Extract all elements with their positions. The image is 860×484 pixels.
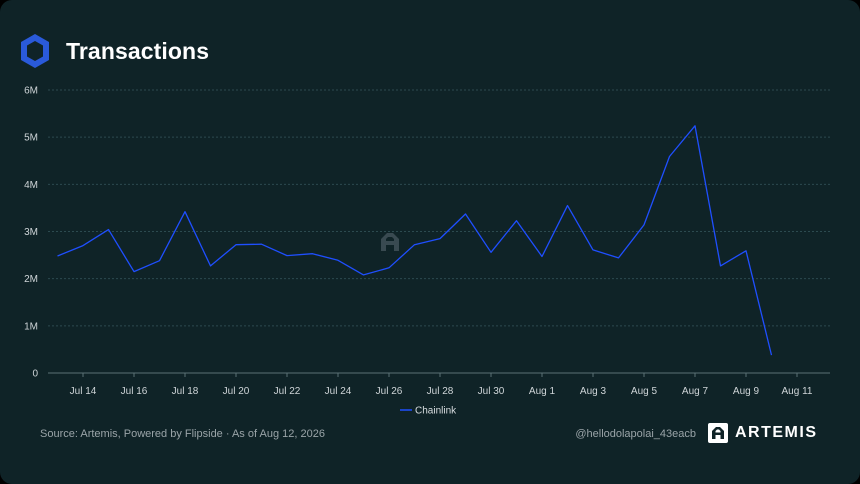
data-point[interactable] [233,242,239,248]
x-tick-label: Jul 24 [325,386,352,397]
page-title: Transactions [66,37,210,64]
x-tick-label: Jul 18 [172,386,199,397]
x-tick-label: Aug 5 [631,386,658,397]
data-point[interactable] [565,203,571,209]
data-point[interactable] [157,258,163,264]
data-point[interactable] [769,352,775,358]
data-point[interactable] [386,265,392,271]
chainlink-hexagon-icon [21,34,49,68]
data-point[interactable] [616,255,622,261]
series-layer [55,123,775,358]
x-tick-label: Jul 26 [376,386,403,397]
data-point[interactable] [743,248,749,254]
author-handle: @hellodolapolai_43eacb [575,428,696,440]
x-tick-label: Jul 16 [121,386,148,397]
data-point[interactable] [335,257,341,263]
data-point[interactable] [208,263,214,269]
data-point[interactable] [182,209,188,215]
series-line-chainlink[interactable] [57,125,773,356]
y-tick-label: 5M [24,133,38,144]
data-point[interactable] [488,249,494,255]
data-point[interactable] [437,236,443,242]
data-point[interactable] [361,272,367,278]
source-note: Source: Artemis, Powered by Flipside · A… [40,428,325,440]
y-axis-ticks: 0 1M 2M 3M 4M 5M 6M [24,86,38,380]
y-tick-label: 3M [24,227,38,238]
data-point[interactable] [131,269,137,275]
x-tick-label: Jul 22 [274,386,301,397]
y-tick-label: 6M [24,86,38,97]
legend[interactable]: Chainlink [400,406,457,417]
artemis-brand: ARTEMIS [708,423,818,443]
header: Transactions [18,32,209,70]
data-point[interactable] [80,243,86,249]
data-point[interactable] [310,251,316,257]
data-point[interactable] [55,253,61,259]
grid-layer [48,89,830,374]
x-tick-label: Aug 3 [580,386,607,397]
data-point[interactable] [106,227,112,233]
data-point[interactable] [259,241,265,247]
brand-name: ARTEMIS [735,424,818,441]
x-tick-label: Jul 28 [427,386,454,397]
y-tick-label: 4M [24,180,38,191]
watermark [381,233,399,251]
y-tick-label: 2M [24,274,38,285]
artemis-logo-icon [708,423,728,443]
data-point[interactable] [514,218,520,224]
data-point[interactable] [667,154,673,160]
y-tick-label: 1M [24,321,38,332]
data-point[interactable] [692,123,698,129]
x-axis-ticks: Jul 14 Jul 16 Jul 18 Jul 20 Jul 22 Jul 24 Jul … [70,373,813,397]
data-point[interactable] [641,222,647,228]
x-tick-label: Aug 11 [782,386,813,397]
x-tick-label: Aug 9 [733,386,760,397]
data-point[interactable] [539,253,545,259]
x-tick-label: Jul 20 [223,386,250,397]
x-tick-label: Aug 7 [682,386,709,397]
data-point[interactable] [718,263,724,269]
data-point[interactable] [412,242,418,248]
x-tick-label: Jul 30 [478,386,505,397]
data-point[interactable] [463,211,469,217]
legend-label-chainlink: Chainlink [415,406,457,417]
x-tick-label: Aug 1 [529,386,556,397]
data-point[interactable] [590,247,596,253]
y-tick-label: 0 [32,369,38,380]
x-tick-label: Jul 14 [70,386,97,397]
data-point[interactable] [284,253,290,259]
